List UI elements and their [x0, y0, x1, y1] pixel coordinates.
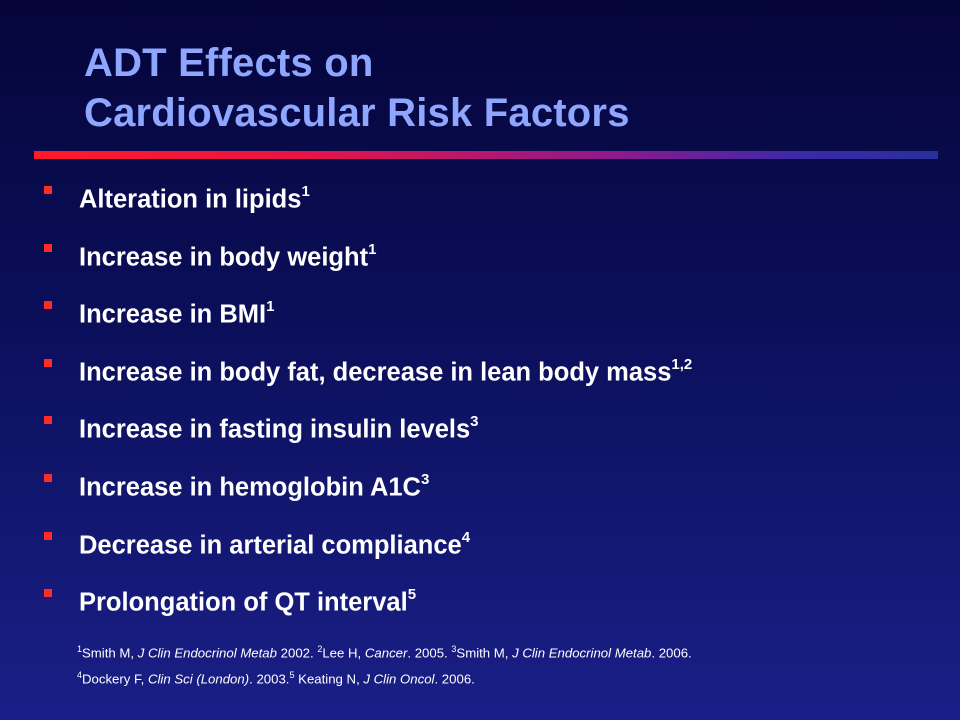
bullet-citation: 1 — [301, 183, 310, 200]
references: 1Smith M, J Clin Endocrinol Metab 2002. … — [77, 638, 692, 691]
ref-journal: Cancer — [364, 645, 408, 661]
bullet-item: Decrease in arterial compliance4 — [44, 518, 944, 576]
ref-sup: 2 — [317, 644, 323, 654]
ref-journal: J Clin Endocrinol Metab — [137, 645, 277, 661]
bullet-text: Increase in body weight — [79, 243, 369, 272]
bullet-text: Increase in body fat, decrease in lean b… — [79, 358, 672, 387]
ref-author: Keating N, — [294, 671, 364, 687]
bullet-citation: 4 — [461, 528, 471, 546]
bullet-square-icon — [44, 186, 52, 194]
ref-year: . 2003. — [249, 671, 290, 687]
ref-journal: Clin Sci (London) — [147, 671, 250, 687]
title-line-2: Cardiovascular Risk Factors — [84, 91, 630, 135]
ref-author: Dockery F, — [82, 671, 148, 687]
bullet-square-icon — [44, 416, 52, 425]
bullet-list: Alteration in lipids1 Increase in body w… — [44, 172, 944, 633]
bullet-square-icon — [44, 243, 52, 252]
reference-line-2: 4Dockery F, Clin Sci (London). 2003.5 Ke… — [77, 664, 692, 690]
bullet-item: Increase in body weight1 — [44, 230, 944, 288]
bullet-citation: 1 — [368, 240, 377, 258]
ref-year: 2002. — [276, 645, 318, 661]
ref-sup: 5 — [289, 670, 295, 681]
bullet-square-icon — [44, 589, 52, 598]
bullet-text: Increase in hemoglobin A1C — [79, 473, 421, 502]
bullet-item: Increase in body fat, decrease in lean b… — [44, 345, 944, 403]
bullet-text: Decrease in arterial compliance — [79, 531, 462, 560]
reference-line-1: 1Smith M, J Clin Endocrinol Metab 2002. … — [77, 638, 692, 664]
bullet-text: Prolongation of QT interval — [79, 588, 408, 617]
bullet-text: Increase in BMI — [79, 300, 267, 329]
slide-title: ADT Effects on Cardiovascular Risk Facto… — [84, 38, 630, 138]
ref-author: Lee H, — [322, 645, 365, 661]
bullet-item: Increase in hemoglobin A1C3 — [44, 460, 944, 518]
ref-sup: 1 — [77, 644, 83, 654]
bullet-item: Increase in fasting insulin levels3 — [44, 402, 944, 460]
ref-sup: 4 — [77, 670, 83, 681]
ref-author: Smith M, — [82, 645, 138, 661]
bullet-text: Increase in fasting insulin levels — [79, 415, 471, 444]
ref-year: . 2006. — [651, 645, 692, 661]
ref-sup: 3 — [451, 644, 457, 654]
ref-author: Smith M, — [456, 645, 513, 661]
ref-year: . 2005. — [407, 645, 452, 661]
bullet-square-icon — [44, 473, 52, 482]
ref-journal: J Clin Oncol — [363, 671, 435, 687]
bullet-square-icon — [44, 531, 52, 540]
ref-year: . 2006. — [434, 671, 475, 687]
ref-journal: J Clin Endocrinol Metab — [512, 645, 652, 661]
title-divider — [34, 151, 938, 159]
bullet-item: Prolongation of QT interval5 — [44, 575, 944, 633]
bullet-item: Alteration in lipids1 — [44, 172, 944, 230]
bullet-citation: 3 — [470, 413, 479, 431]
bullet-citation: 1,2 — [671, 355, 693, 373]
bullet-citation: 5 — [407, 586, 417, 604]
bullet-square-icon — [44, 301, 52, 310]
title-line-1: ADT Effects on — [84, 41, 374, 85]
bullet-citation: 3 — [420, 470, 430, 488]
bullet-citation: 1 — [266, 298, 275, 316]
bullet-item: Increase in BMI1 — [44, 287, 944, 345]
bullet-text: Alteration in lipids — [79, 185, 302, 214]
bullet-square-icon — [44, 358, 52, 367]
